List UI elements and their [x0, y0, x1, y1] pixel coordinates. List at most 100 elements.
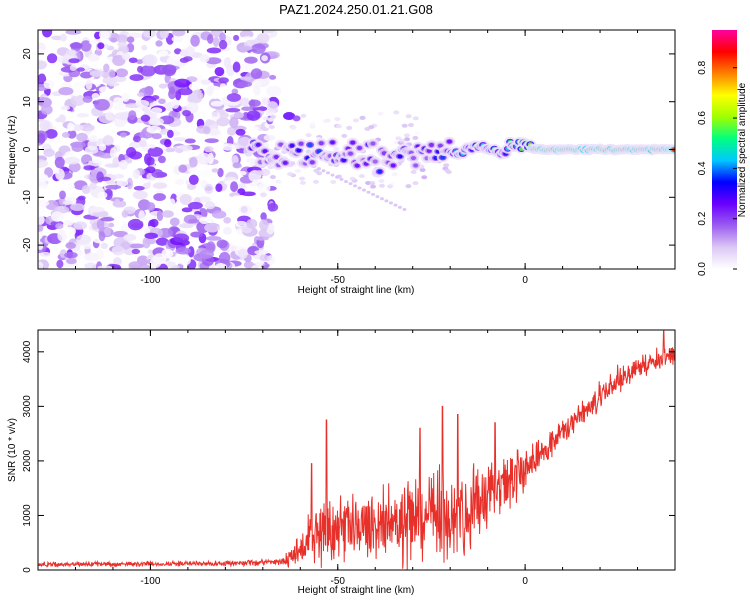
- spectrogram-cell: [259, 254, 269, 262]
- spectrogram-cell: [232, 61, 241, 73]
- spectrogram-cell: [56, 259, 64, 269]
- spectrogram-cell: [87, 53, 100, 62]
- spectrogram-cell: [250, 68, 263, 80]
- spectrogram-cell: [105, 184, 122, 190]
- spectrogram-cell: [168, 86, 176, 95]
- spectrogram-cell: [61, 132, 70, 138]
- spectrogram-cell: [126, 177, 133, 190]
- spectrogram-cell: [357, 186, 362, 190]
- spectrogram-cell: [232, 195, 244, 201]
- spectrogram-cell: [212, 36, 220, 48]
- spectrogram-cell: [174, 78, 191, 88]
- spectrogram-cell: [269, 175, 276, 180]
- spectrogram-cell: [108, 222, 115, 228]
- spectrogram-cell: [158, 98, 166, 105]
- spectrogram-cell: [64, 251, 78, 259]
- spectrogram-cell: [364, 126, 371, 131]
- spectrogram-cell: [97, 191, 108, 199]
- spectrogram-cell: [38, 241, 44, 250]
- spectrogram-cell: [104, 163, 121, 168]
- spectrogram-cell: [103, 63, 110, 73]
- spectrogram-cell: [292, 115, 301, 122]
- spectrogram-cell: [238, 204, 253, 216]
- spectrogram-cell: [219, 83, 227, 94]
- spectrogram-cell: [404, 137, 411, 142]
- spectrogram-cell: [91, 92, 100, 100]
- spectrogram-cell: [275, 179, 282, 184]
- spectrogram-cell: [149, 256, 162, 268]
- spectrogram-cell: [155, 237, 169, 246]
- spectrogram-cell: [421, 175, 428, 180]
- spectrogram-xtick-label: -100: [140, 275, 160, 286]
- spectrogram-cell: [217, 167, 224, 178]
- spectrogram-cell: [405, 114, 412, 119]
- spectrogram-cell: [117, 41, 128, 48]
- spectrogram-cell: [119, 132, 127, 138]
- spectrogram-cell: [62, 200, 73, 205]
- spectrogram-xtick-label: 0: [522, 275, 528, 286]
- spectrogram-cell: [261, 55, 268, 62]
- spectrogram-cell: [393, 203, 398, 207]
- spectrogram-cell: [287, 172, 294, 177]
- spectrogram-cell: [150, 107, 163, 114]
- spectrogram-cell: [352, 118, 359, 123]
- spectrogram-cell: [105, 179, 115, 185]
- spectrogram-cell: [262, 116, 269, 121]
- spectrogram-cell: [112, 257, 122, 266]
- spectrogram-cell: [48, 40, 62, 48]
- spectrogram-cell: [38, 173, 49, 183]
- spectrogram-cell: [67, 183, 75, 190]
- spectrogram-cell: [390, 163, 396, 168]
- spectrogram-cell: [237, 81, 252, 88]
- spectrogram-cell: [97, 265, 113, 269]
- spectrogram-cell: [197, 170, 213, 177]
- spectrogram-cell: [151, 95, 160, 100]
- spectrogram-ytick-label: 20: [22, 48, 33, 60]
- spectrogram-cell: [173, 137, 186, 142]
- snr-panel: -100 -50 0 0 1000 2000 3000 4000 Height of stra…: [7, 329, 676, 596]
- spectrogram-cell: [94, 211, 109, 217]
- spectrogram-cell: [129, 141, 143, 149]
- spectrogram-cell: [64, 226, 76, 237]
- colorbar-tick-label: 0.6: [697, 111, 708, 125]
- spectrogram-cell: [79, 124, 95, 132]
- spectrogram-cell: [255, 170, 264, 176]
- spectrogram-cell: [142, 54, 158, 67]
- spectrogram-cell: [162, 64, 177, 75]
- spectrogram-cell: [307, 142, 313, 147]
- spectrogram-cell: [226, 93, 242, 102]
- spectrogram-cell: [370, 192, 375, 196]
- spectrogram-cell: [55, 168, 65, 181]
- spectrogram-cell: [98, 30, 110, 40]
- spectrogram-cell: [190, 34, 200, 47]
- spectrogram-cell: [443, 163, 450, 168]
- spectrogram-cell: [239, 76, 252, 81]
- spectrogram-cell: [244, 56, 258, 64]
- spectrogram-cell: [161, 248, 174, 259]
- spectrogram-cell: [375, 195, 380, 199]
- spectrogram-cell: [254, 236, 269, 241]
- spectrogram-cell: [175, 247, 191, 255]
- spectrogram-cell: [181, 207, 193, 213]
- spectrogram-cell: [372, 159, 378, 164]
- spectrogram-cell: [102, 135, 114, 146]
- spectrogram-cell: [155, 40, 163, 47]
- spectrogram-cell: [89, 206, 105, 213]
- spectrogram-cell: [128, 151, 143, 160]
- spectrogram-cell: [142, 30, 157, 39]
- spectrogram-cell: [126, 36, 135, 44]
- spectrogram-xlabel: Height of straight line (km): [298, 285, 415, 296]
- spectrogram-cell: [177, 88, 193, 96]
- colorbar: 0.0 0.2 0.4 0.6 0.8 Normalized spectral ampl…: [697, 30, 748, 276]
- spectrogram-cell: [196, 152, 211, 165]
- spectrogram-cell: [263, 134, 276, 141]
- spectrogram-cell: [259, 219, 269, 231]
- spectrogram-cell: [39, 251, 51, 257]
- spectrogram-cell: [114, 119, 126, 128]
- colorbar-label: Normalized spectral amplitude: [737, 82, 748, 217]
- spectrogram-cell: [300, 113, 307, 118]
- spectrogram-cell: [188, 167, 198, 173]
- spectrogram-cell: [159, 30, 170, 39]
- spectrogram-cell: [206, 47, 222, 54]
